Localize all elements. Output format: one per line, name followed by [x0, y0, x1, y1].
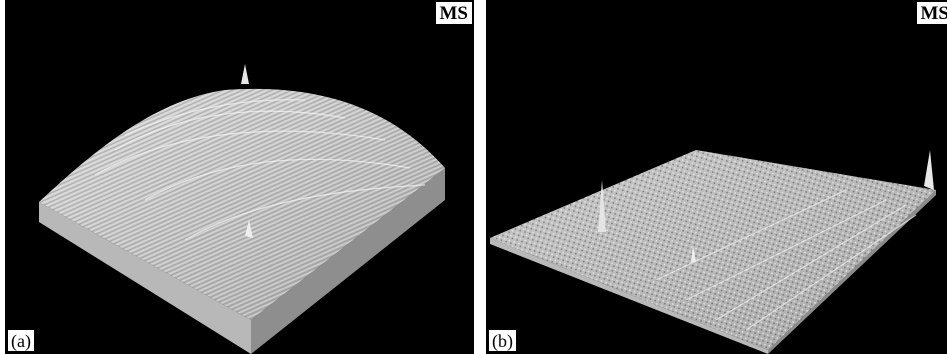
surface-texture-a: [39, 88, 445, 320]
slab-left-edge-b: [490, 238, 768, 354]
block-left-face-a: [39, 202, 251, 354]
surface-plot-b: [490, 150, 936, 354]
scratch-lines-a: [94, 99, 426, 241]
slab-right-edge-b: [768, 190, 936, 354]
spike-peak-b1: [598, 180, 606, 232]
spike-peak-b2: [924, 150, 934, 190]
surface-texture-b: [490, 150, 936, 350]
spike-peak-a1: [241, 64, 249, 84]
panel-b: MS (b): [486, 0, 947, 354]
spike-peak-a2: [245, 220, 253, 238]
panel-label-b: (b): [489, 330, 516, 351]
block-right-face-a: [251, 168, 445, 354]
ms-badge-b: MS: [916, 2, 947, 24]
panel-label-a: (a): [8, 330, 34, 351]
panel-a: MS (a): [5, 0, 474, 354]
surface-plot-a: [39, 64, 445, 354]
spike-peak-b3: [691, 245, 696, 262]
scratch-lines-b: [655, 189, 917, 331]
ms-badge-a: MS: [435, 2, 472, 24]
